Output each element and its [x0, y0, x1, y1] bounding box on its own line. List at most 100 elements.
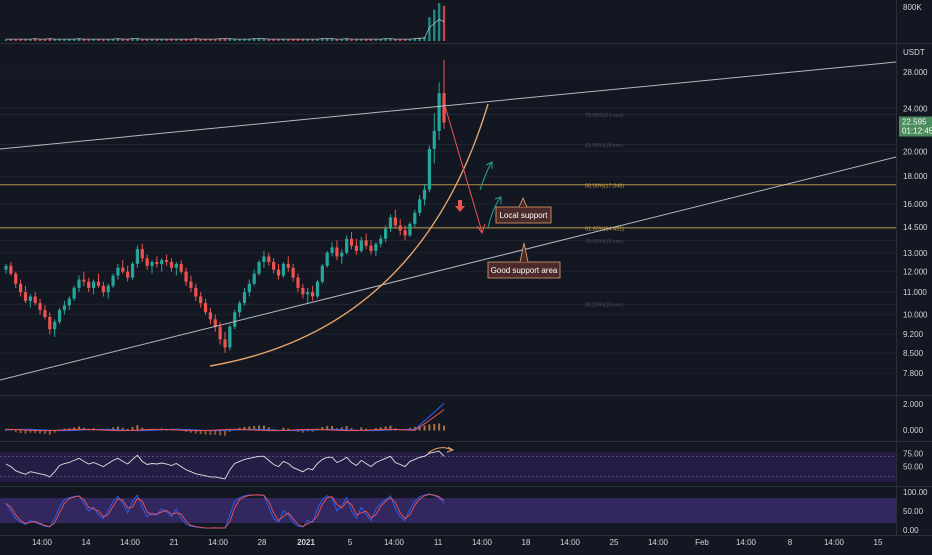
volume-bar	[316, 39, 319, 41]
volume-bar	[291, 39, 295, 41]
macd-hist-bar	[199, 430, 202, 434]
candle-body	[116, 267, 120, 276]
macd-hist-bar	[438, 423, 441, 431]
volume-bar	[442, 5, 446, 42]
candle-body	[247, 283, 251, 293]
red-arrow-head	[476, 223, 486, 235]
local-support-callout: Local support	[495, 197, 552, 224]
price-tick-label: 14.500	[903, 223, 928, 232]
candle-body	[315, 281, 320, 297]
macd-line	[5, 402, 445, 432]
stoch-d-line	[5, 494, 445, 529]
price-tick-label: 7.800	[903, 369, 924, 378]
volume-bar	[155, 39, 159, 41]
macd-tick-label: 0.000	[903, 426, 924, 435]
macd-hist-bar	[48, 430, 51, 435]
candle-body	[130, 263, 135, 278]
candle-body	[335, 247, 339, 257]
volume-bar	[131, 38, 134, 41]
candle-body	[384, 228, 388, 239]
volume-bar	[408, 39, 412, 41]
candle-body	[14, 273, 18, 284]
candle-body	[9, 265, 13, 274]
macd-hist-bar	[287, 428, 290, 431]
candle-body	[62, 305, 66, 310]
grid-lines	[0, 71, 896, 374]
stoch-tick-label: 0.00	[903, 526, 919, 535]
countdown-text: 01:12:45	[902, 127, 932, 136]
macd-tick-label: 2.000	[903, 400, 924, 409]
candle-body	[364, 240, 368, 246]
macd-hist-bar	[131, 426, 134, 431]
rsi-divergence-arrow	[427, 447, 453, 454]
candle-body	[422, 189, 427, 200]
time-tick-label: 14	[82, 538, 91, 547]
volume-bar	[14, 39, 17, 41]
candle-body	[374, 243, 378, 251]
volume-bar	[107, 39, 110, 41]
volume-bar	[97, 39, 100, 41]
time-axis: 14:00 14 14:00 21 14:00 28 2021 5 14:00 11 14:00 18…	[32, 538, 883, 547]
candle-body	[135, 249, 139, 264]
macd-hist-bar	[345, 426, 348, 431]
candle-body	[38, 303, 42, 310]
price-tick-label: 10.000	[903, 311, 928, 320]
volume-bar	[184, 39, 188, 41]
candle-body	[354, 245, 358, 251]
candle-body	[301, 287, 305, 295]
candle-body	[155, 262, 159, 264]
good-support-callout-box	[487, 261, 561, 279]
volume-bar	[87, 39, 90, 41]
macd-signal-line	[6, 409, 445, 432]
time-tick-label: 21	[170, 538, 179, 547]
candle-body	[418, 199, 422, 213]
volume-bar	[204, 39, 207, 41]
macd-hist-bar	[24, 430, 27, 434]
candle-body	[121, 267, 125, 272]
volume-bar	[321, 38, 324, 41]
macd-hist-bar	[126, 428, 129, 431]
macd-hist-bar	[194, 430, 197, 434]
volume-bar	[136, 38, 139, 41]
volume-bar	[29, 39, 32, 41]
volume-bar	[233, 39, 236, 41]
macd-hist-bar	[389, 425, 392, 431]
macd-hist-bar	[262, 425, 265, 431]
volume-bar	[399, 39, 402, 41]
good-support-callout-text: Good support area	[491, 266, 558, 275]
candle-body	[19, 283, 23, 293]
candle-body	[184, 271, 188, 282]
candle-body	[311, 292, 315, 297]
last-price-text: 22.595	[902, 118, 927, 127]
volume-bar	[141, 39, 144, 41]
fib-label: 50.00%(17.349)	[585, 183, 624, 189]
volume-bar	[428, 17, 431, 41]
volume-bar	[282, 39, 285, 41]
candle-body	[4, 265, 8, 270]
macd-hist-bar	[185, 430, 188, 432]
volume-bar	[102, 39, 105, 41]
time-tick-label: 8	[788, 538, 793, 547]
volume-bar	[77, 38, 81, 41]
candle-body	[267, 256, 271, 263]
parabolic-curve	[209, 103, 489, 367]
time-tick-label: 14:00	[32, 538, 53, 547]
volume-bar	[9, 39, 13, 41]
candle-body	[169, 262, 174, 268]
candle-body	[28, 296, 32, 301]
good-support-callout-pointer	[519, 242, 529, 263]
local-support-callout-pointer	[518, 197, 528, 208]
macd-hist-bar	[189, 430, 192, 433]
volume-bar	[394, 39, 397, 41]
volume-bar	[189, 39, 193, 41]
time-tick-label: Feb	[695, 538, 709, 547]
green-arrow-head-2	[494, 196, 502, 204]
volume-bar	[374, 39, 378, 41]
time-tick-label: 25	[610, 538, 619, 547]
volume-bar	[248, 39, 251, 41]
time-tick-label: 14:00	[648, 538, 669, 547]
macd-hist-bar	[39, 430, 42, 434]
volume-bar	[311, 39, 314, 41]
candle-body	[257, 262, 261, 274]
